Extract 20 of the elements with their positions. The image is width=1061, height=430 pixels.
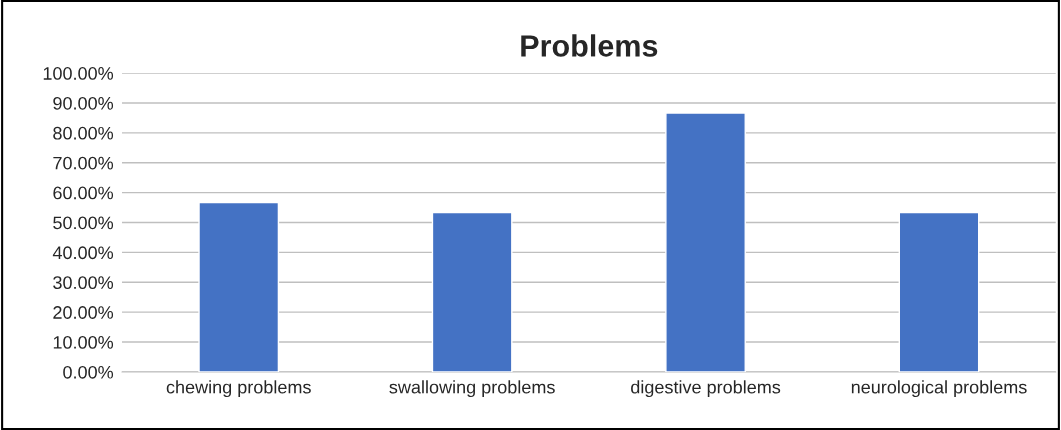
y-tick-label: 10.00% <box>53 336 114 349</box>
chart-title: Problems <box>521 34 658 57</box>
y-tick-label: 20.00% <box>53 306 114 319</box>
y-tick-label: 100.00% <box>43 67 114 80</box>
y-tick-label: 50.00% <box>53 216 114 230</box>
x-tick-label: chewing problems <box>166 380 311 398</box>
y-tick-label: 60.00% <box>53 186 114 200</box>
bar <box>665 112 746 372</box>
bar <box>898 211 980 372</box>
x-tick-label: swallowing problems <box>389 380 555 398</box>
bar <box>198 201 280 372</box>
y-tick-label: 90.00% <box>53 96 114 110</box>
y-tick-label: 70.00% <box>53 156 114 170</box>
y-tick-label: 0.00% <box>63 365 114 379</box>
y-tick-label: 40.00% <box>52 246 114 260</box>
y-tick-label: 80.00% <box>53 126 114 140</box>
bar <box>431 211 513 372</box>
y-tick-label: 30.00% <box>53 276 114 290</box>
x-tick-label: neurological problems <box>851 380 1027 398</box>
x-tick-label: digestive problems <box>631 380 781 398</box>
